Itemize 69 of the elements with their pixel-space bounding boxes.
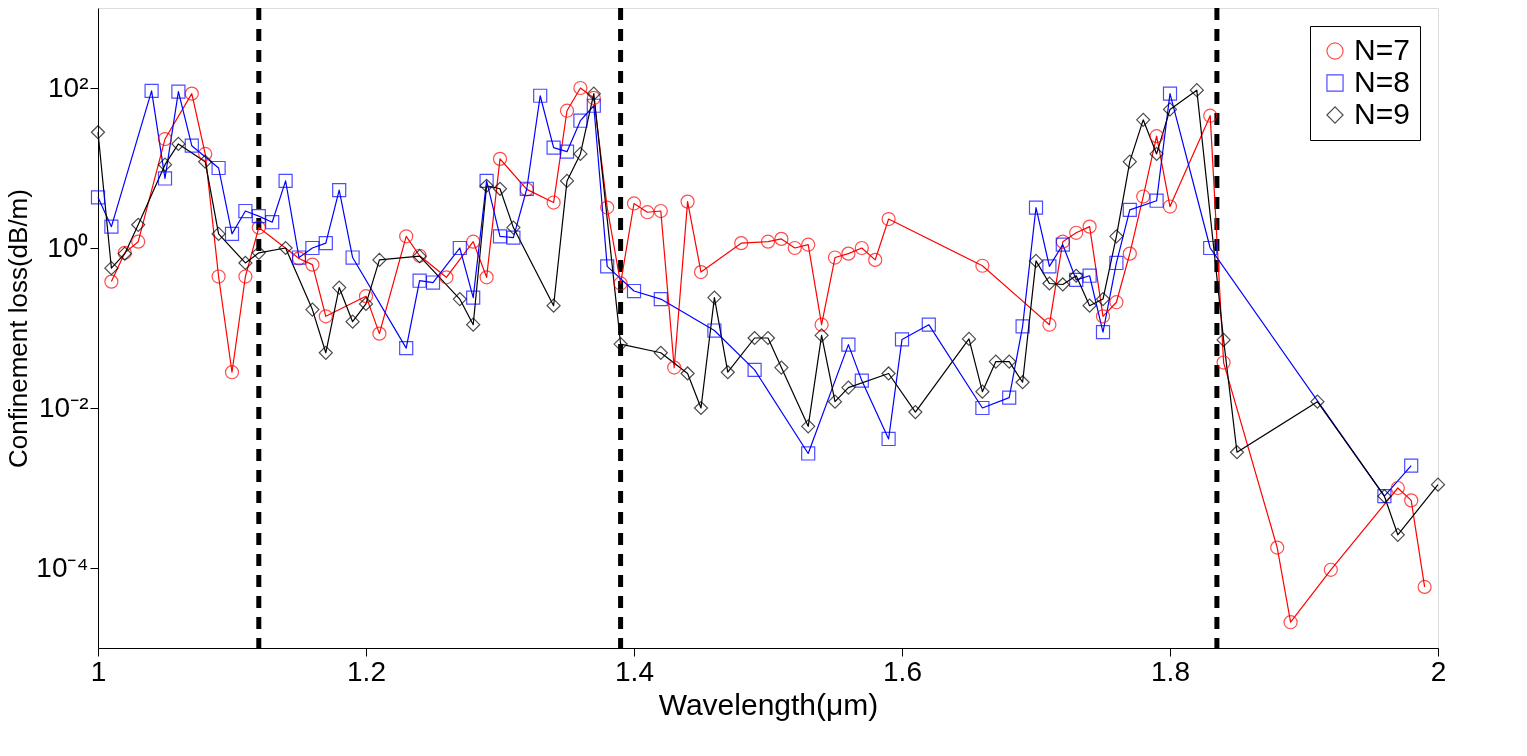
- point: [412, 273, 427, 288]
- point: [1028, 200, 1044, 215]
- point: [305, 240, 320, 256]
- x-tick-label: 1.4: [615, 655, 654, 687]
- point: [559, 144, 575, 159]
- point: [157, 171, 173, 186]
- point: [184, 138, 199, 153]
- point: [1095, 324, 1111, 340]
- x-axis-title: Wavelength(μm): [658, 687, 879, 721]
- point: [1002, 390, 1017, 405]
- x-tick-label: 1.8: [1151, 655, 1190, 687]
- point: [1069, 272, 1084, 287]
- point: [1042, 259, 1057, 274]
- legend-label: N=8: [1354, 65, 1410, 98]
- point: [707, 323, 722, 338]
- point: [399, 341, 414, 356]
- point: [211, 160, 226, 176]
- y-tick-label: 10⁰: [47, 231, 89, 263]
- point: [653, 291, 668, 307]
- y-tick-label: 10²: [48, 71, 89, 103]
- point: [1404, 458, 1419, 473]
- point: [144, 83, 159, 99]
- point: [533, 88, 548, 103]
- point: [626, 283, 642, 299]
- point: [1015, 319, 1030, 334]
- point: [452, 240, 467, 256]
- point: [104, 219, 119, 234]
- point: [278, 173, 293, 189]
- legend-label: N=9: [1354, 97, 1410, 130]
- point: [332, 182, 347, 198]
- point: [224, 226, 240, 242]
- y-tick-label: 10⁻⁴: [36, 551, 89, 583]
- point: [251, 209, 266, 224]
- x-tick-label: 2: [1430, 655, 1447, 687]
- point: [1082, 268, 1097, 283]
- point: [894, 332, 910, 347]
- point: [345, 250, 360, 265]
- point: [546, 140, 561, 155]
- x-tick-label: 1.6: [883, 655, 922, 687]
- point: [975, 400, 990, 416]
- point: [466, 290, 481, 305]
- point: [747, 362, 762, 377]
- y-axis-title: Confinement loss(dB/m): [3, 189, 34, 468]
- point: [1203, 240, 1218, 256]
- point: [1149, 193, 1164, 208]
- y-tick-label: 10⁻²: [39, 391, 89, 423]
- point: [586, 98, 601, 113]
- point: [921, 317, 936, 332]
- x-tick-label: 1: [90, 655, 107, 687]
- point: [265, 215, 280, 230]
- point: [1162, 86, 1178, 101]
- point: [801, 446, 816, 461]
- point: [854, 373, 869, 388]
- point: [318, 236, 333, 251]
- point: [506, 230, 521, 245]
- point: [171, 84, 186, 99]
- point: [479, 173, 494, 189]
- legend-label: N=7: [1354, 33, 1410, 66]
- point: [238, 203, 253, 219]
- point: [573, 113, 588, 128]
- point: [600, 259, 615, 274]
- x-tick-label: 1.2: [347, 655, 386, 687]
- point: [425, 275, 441, 290]
- point: [1109, 255, 1124, 271]
- point: [1122, 202, 1137, 217]
- point: [90, 190, 106, 205]
- point: [881, 431, 896, 447]
- point: [841, 337, 856, 352]
- point: [492, 229, 508, 244]
